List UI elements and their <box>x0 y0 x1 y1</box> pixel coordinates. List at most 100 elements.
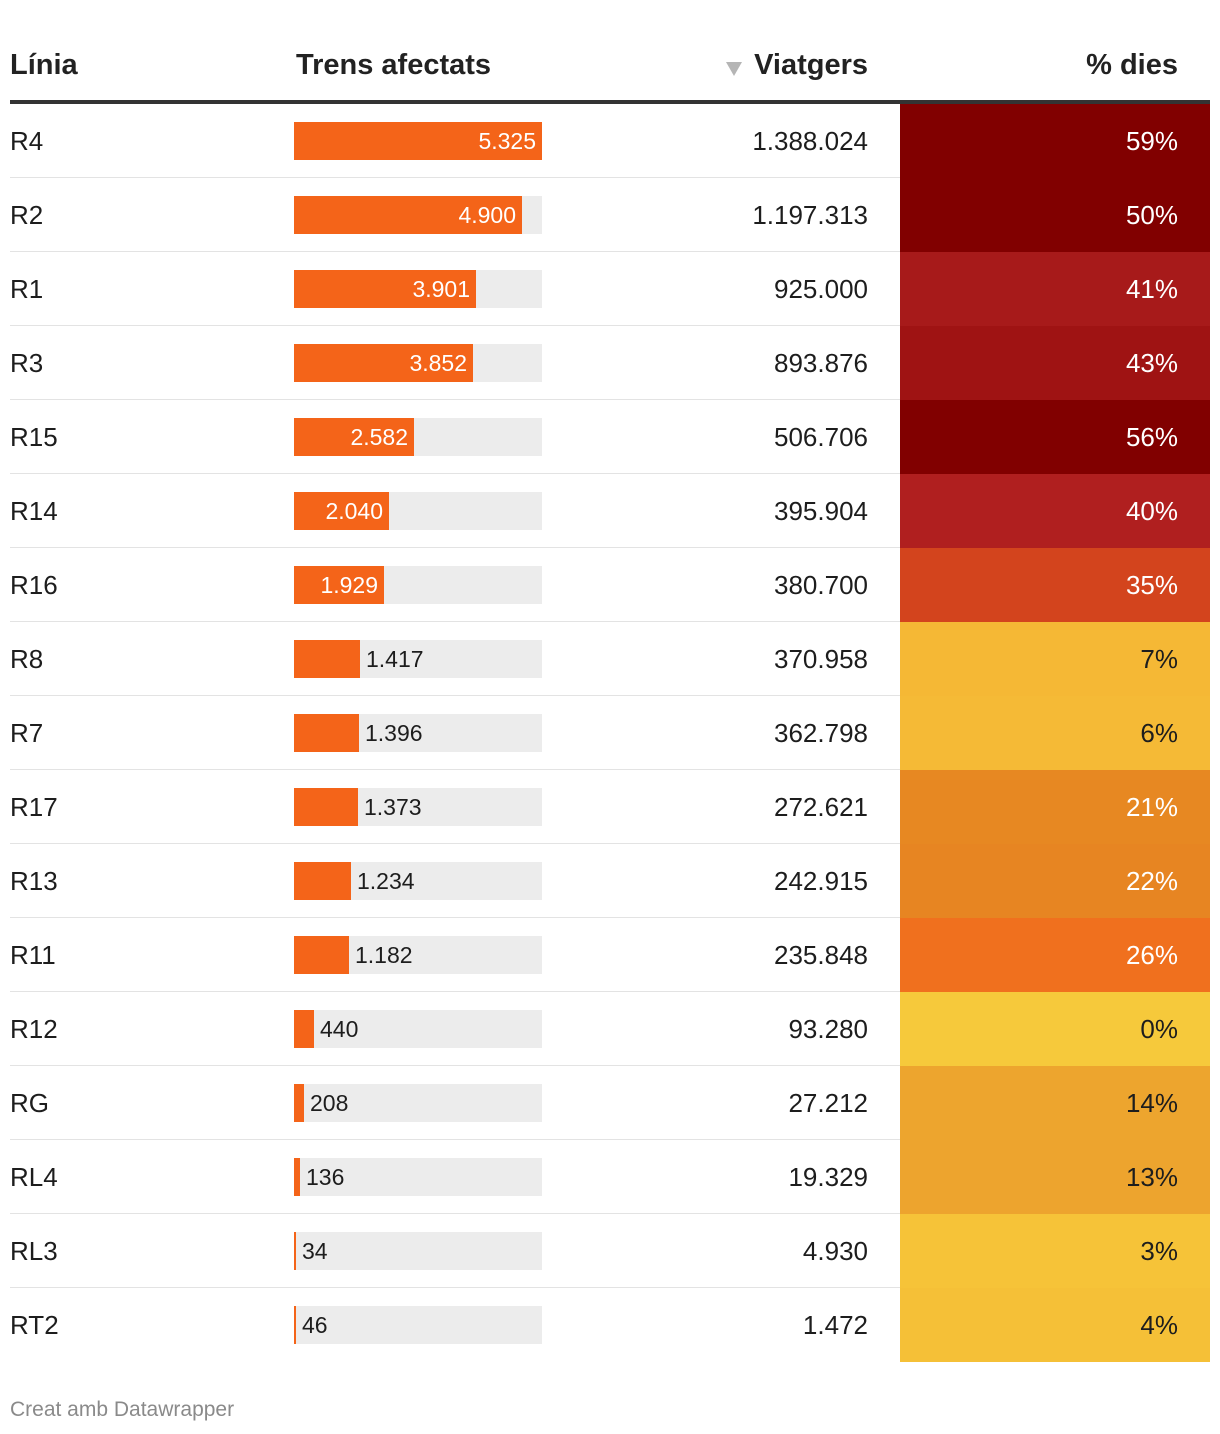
cell-percent-dies-label: 43% <box>1125 348 1178 378</box>
bar-trens-afectats <box>294 862 351 900</box>
bar-value-label: 2.582 <box>350 424 408 450</box>
table-row: R12 440 93.280 0% <box>10 992 1210 1066</box>
cell-linia: R15 <box>10 422 58 452</box>
bar-value-label: 34 <box>302 1238 328 1264</box>
cell-linia: R16 <box>10 570 58 600</box>
bar-track: 3.901 <box>294 270 542 308</box>
bar-trens-afectats <box>294 122 542 160</box>
bar-value-label: 1.373 <box>364 794 422 820</box>
bar-trens-afectats <box>294 936 349 974</box>
bar-value-label: 3.901 <box>412 276 470 302</box>
cell-viatgers: 19.329 <box>788 1162 868 1192</box>
bar-trens-afectats <box>294 196 522 234</box>
bar-track: 1.417 <box>294 640 542 678</box>
bar-trens-afectats <box>294 344 473 382</box>
column-header-percent-dies[interactable]: % dies <box>1086 49 1178 81</box>
cell-linia: R1 <box>10 274 44 304</box>
cell-percent-dies-label: 56% <box>1125 422 1178 452</box>
cell-viatgers: 93.280 <box>788 1014 868 1044</box>
row-divider <box>10 251 900 252</box>
bar-value-label: 3.852 <box>409 350 467 376</box>
table-row: R11 1.182 235.848 26% <box>10 918 1210 992</box>
column-header-linia[interactable]: Línia <box>10 49 78 81</box>
cell-percent-dies: 14% <box>900 1066 1210 1140</box>
bar-track: 1.396 <box>294 714 542 752</box>
row-divider <box>10 473 900 474</box>
bar-track: 208 <box>294 1084 542 1122</box>
table-row: R2 4.900 1.197.313 50% <box>10 178 1210 252</box>
cell-viatgers: 506.706 <box>774 422 868 452</box>
table-row: R1 3.901 925.000 41% <box>10 252 1210 326</box>
cell-percent-dies: 40% <box>900 474 1210 548</box>
bar-value-label: 5.325 <box>478 128 536 154</box>
row-divider <box>10 177 900 178</box>
cell-viatgers: 4.930 <box>802 1236 868 1266</box>
bar-trens-afectats <box>294 418 414 456</box>
bar-trens-afectats <box>294 1010 314 1048</box>
cell-percent-dies-label: 22% <box>1125 866 1178 896</box>
cell-viatgers: 925.000 <box>774 274 868 304</box>
cell-linia: R7 <box>10 718 44 748</box>
cell-percent-dies: 59% <box>900 104 1210 178</box>
table-row: R14 2.040 395.904 40% <box>10 474 1210 548</box>
bar-track: 34 <box>294 1232 542 1270</box>
bar-trens-afectats <box>294 270 476 308</box>
bar-value-label: 1.417 <box>366 646 424 672</box>
bar-track: 2.582 <box>294 418 542 456</box>
bar-track: 440 <box>294 1010 542 1048</box>
column-header-trens-afectats[interactable]: Trens afectats <box>296 49 492 81</box>
bar-trens-afectats <box>294 788 358 826</box>
cell-viatgers: 27.212 <box>788 1088 868 1118</box>
footer-credit[interactable]: Creat amb Datawrapper <box>10 1398 235 1421</box>
column-header-viatgers[interactable]: Viatgers <box>726 48 868 82</box>
bar-track: 2.040 <box>294 492 542 530</box>
cell-linia: R8 <box>10 644 44 674</box>
cell-viatgers: 272.621 <box>774 792 868 822</box>
cell-viatgers: 362.798 <box>774 718 868 748</box>
cell-viatgers: 395.904 <box>774 496 868 526</box>
table-row: R13 1.234 242.915 22% <box>10 844 1210 918</box>
table-row: R3 3.852 893.876 43% <box>10 326 1210 400</box>
bar-track: 136 <box>294 1158 542 1196</box>
cell-percent-dies-label: 40% <box>1125 496 1178 526</box>
table-header: Línia Trens afectats Viatgers % dies <box>10 30 1210 104</box>
column-header-viatgers-label: Viatgers <box>754 49 868 81</box>
cell-percent-dies-label: 3% <box>1140 1236 1178 1266</box>
cell-linia: R12 <box>10 1014 58 1044</box>
row-divider <box>10 769 900 770</box>
row-divider <box>10 621 900 622</box>
cell-viatgers: 893.876 <box>774 348 868 378</box>
data-table: Línia Trens afectats Viatgers % dies R4 5… <box>10 30 1210 1362</box>
cell-linia: R2 <box>10 200 44 230</box>
cell-percent-dies: 50% <box>900 178 1210 252</box>
bar-trens-afectats <box>294 1158 300 1196</box>
cell-viatgers: 242.915 <box>774 866 868 896</box>
bar-trens-afectats <box>294 640 360 678</box>
cell-percent-dies: 6% <box>900 696 1210 770</box>
cell-percent-dies-label: 14% <box>1125 1088 1178 1118</box>
cell-percent-dies: 0% <box>900 992 1210 1066</box>
bar-trens-afectats <box>294 1232 296 1270</box>
cell-percent-dies: 41% <box>900 252 1210 326</box>
row-divider <box>10 1213 900 1214</box>
cell-percent-dies-label: 26% <box>1125 940 1178 970</box>
bar-trens-afectats <box>294 492 389 530</box>
bar-trens-afectats <box>294 714 359 752</box>
table-row: R7 1.396 362.798 6% <box>10 696 1210 770</box>
bar-trens-afectats <box>294 1306 296 1344</box>
row-divider <box>10 1139 900 1140</box>
table-row: R8 1.417 370.958 7% <box>10 622 1210 696</box>
row-divider <box>10 843 900 844</box>
cell-linia: R14 <box>10 496 58 526</box>
cell-percent-dies: 13% <box>900 1140 1210 1214</box>
bar-track: 3.852 <box>294 344 542 382</box>
cell-linia: R11 <box>10 940 56 970</box>
table-row: RT2 46 1.472 4% <box>10 1288 1210 1362</box>
row-divider <box>10 325 900 326</box>
bar-track: 5.325 <box>294 122 542 160</box>
cell-viatgers: 1.388.024 <box>752 126 868 156</box>
row-divider <box>10 399 900 400</box>
table-body: R4 5.325 1.388.024 59% R2 4.900 1.197.313 50% R1… <box>10 104 1210 1362</box>
bar-track: 1.929 <box>294 566 542 604</box>
table-row: RL4 136 19.329 13% <box>10 1140 1210 1214</box>
